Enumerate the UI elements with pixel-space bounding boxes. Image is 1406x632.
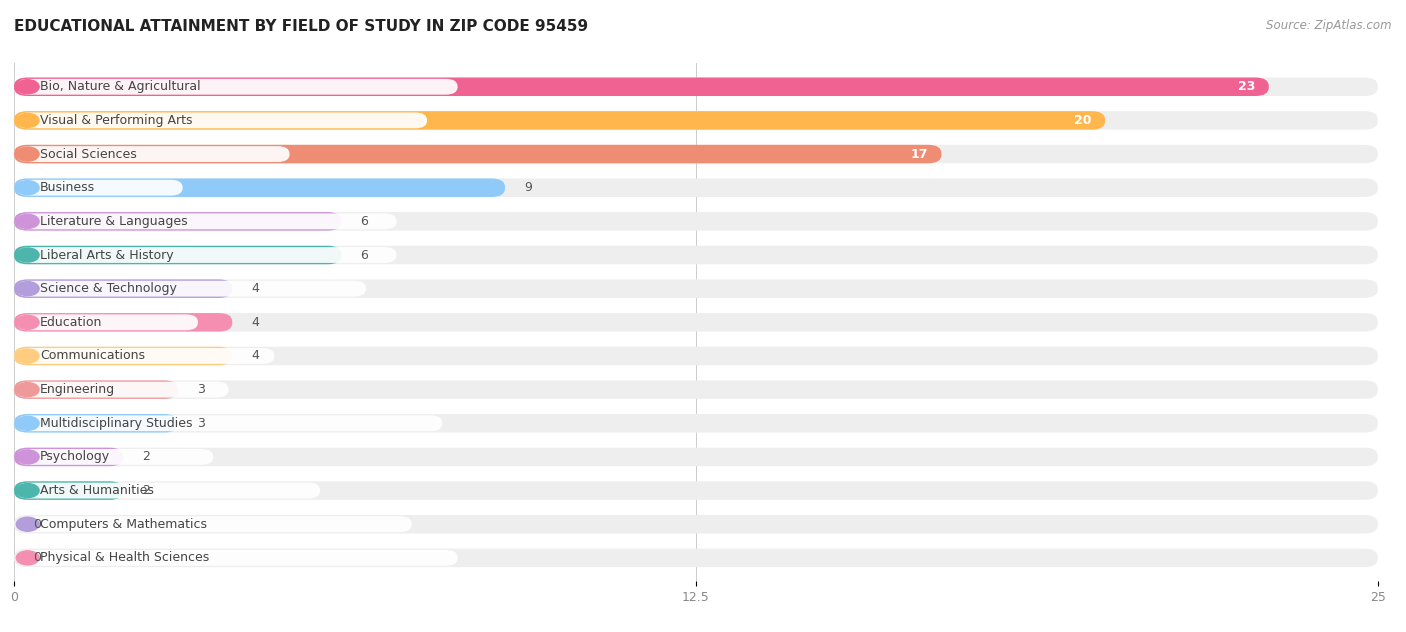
Circle shape [17, 483, 39, 497]
FancyBboxPatch shape [14, 380, 1378, 399]
FancyBboxPatch shape [17, 214, 396, 229]
Text: 4: 4 [252, 349, 259, 363]
Circle shape [17, 382, 39, 397]
FancyBboxPatch shape [14, 313, 1378, 332]
Text: 0: 0 [34, 551, 41, 564]
FancyBboxPatch shape [14, 482, 124, 500]
FancyBboxPatch shape [14, 515, 1378, 533]
FancyBboxPatch shape [14, 145, 1378, 163]
FancyBboxPatch shape [14, 380, 177, 399]
Text: Social Sciences: Social Sciences [41, 147, 136, 161]
FancyBboxPatch shape [17, 382, 228, 398]
Text: 4: 4 [252, 316, 259, 329]
Text: Bio, Nature & Agricultural: Bio, Nature & Agricultural [41, 80, 201, 94]
FancyBboxPatch shape [14, 549, 1378, 567]
Circle shape [17, 315, 39, 329]
Circle shape [17, 349, 39, 363]
Text: 9: 9 [524, 181, 531, 194]
FancyBboxPatch shape [14, 347, 232, 365]
Circle shape [17, 113, 39, 128]
Text: 3: 3 [197, 383, 205, 396]
Text: 0: 0 [34, 518, 41, 531]
Text: Source: ZipAtlas.com: Source: ZipAtlas.com [1267, 19, 1392, 32]
FancyBboxPatch shape [14, 279, 232, 298]
Text: Engineering: Engineering [41, 383, 115, 396]
FancyBboxPatch shape [14, 212, 342, 231]
Circle shape [17, 282, 39, 296]
Text: Arts & Humanities: Arts & Humanities [41, 484, 155, 497]
Text: 6: 6 [360, 215, 368, 228]
FancyBboxPatch shape [17, 281, 366, 296]
Text: 17: 17 [910, 147, 928, 161]
Text: Communications: Communications [41, 349, 145, 363]
FancyBboxPatch shape [17, 146, 290, 162]
FancyBboxPatch shape [17, 314, 198, 331]
FancyBboxPatch shape [17, 516, 412, 532]
FancyBboxPatch shape [14, 111, 1105, 130]
FancyBboxPatch shape [14, 246, 1378, 264]
FancyBboxPatch shape [14, 482, 1378, 500]
FancyBboxPatch shape [14, 447, 1378, 466]
Text: Visual & Performing Arts: Visual & Performing Arts [41, 114, 193, 127]
Text: Business: Business [41, 181, 96, 194]
Circle shape [17, 450, 39, 464]
Circle shape [17, 80, 39, 94]
FancyBboxPatch shape [14, 78, 1268, 96]
Text: 2: 2 [142, 484, 150, 497]
FancyBboxPatch shape [17, 247, 396, 263]
FancyBboxPatch shape [17, 348, 274, 364]
Text: EDUCATIONAL ATTAINMENT BY FIELD OF STUDY IN ZIP CODE 95459: EDUCATIONAL ATTAINMENT BY FIELD OF STUDY… [14, 19, 588, 34]
FancyBboxPatch shape [17, 483, 321, 499]
FancyBboxPatch shape [14, 111, 1378, 130]
Circle shape [17, 551, 39, 565]
Text: 6: 6 [360, 248, 368, 262]
Text: Physical & Health Sciences: Physical & Health Sciences [41, 551, 209, 564]
FancyBboxPatch shape [17, 550, 457, 566]
FancyBboxPatch shape [14, 178, 1378, 197]
Text: 3: 3 [197, 416, 205, 430]
FancyBboxPatch shape [17, 449, 214, 465]
Text: 20: 20 [1074, 114, 1091, 127]
Text: Computers & Mathematics: Computers & Mathematics [41, 518, 207, 531]
Circle shape [17, 214, 39, 228]
Circle shape [17, 147, 39, 161]
Circle shape [17, 416, 39, 430]
FancyBboxPatch shape [17, 415, 443, 431]
FancyBboxPatch shape [14, 178, 505, 197]
Text: 4: 4 [252, 282, 259, 295]
FancyBboxPatch shape [14, 447, 124, 466]
Text: 2: 2 [142, 451, 150, 463]
Text: Multidisciplinary Studies: Multidisciplinary Studies [41, 416, 193, 430]
Circle shape [17, 248, 39, 262]
Text: 23: 23 [1237, 80, 1256, 94]
Text: Science & Technology: Science & Technology [41, 282, 177, 295]
FancyBboxPatch shape [17, 79, 457, 95]
Circle shape [17, 517, 39, 532]
FancyBboxPatch shape [14, 347, 1378, 365]
Text: Education: Education [41, 316, 103, 329]
FancyBboxPatch shape [14, 246, 342, 264]
FancyBboxPatch shape [17, 179, 183, 196]
FancyBboxPatch shape [14, 414, 1378, 432]
Text: Literature & Languages: Literature & Languages [41, 215, 188, 228]
FancyBboxPatch shape [14, 212, 1378, 231]
FancyBboxPatch shape [14, 313, 232, 332]
FancyBboxPatch shape [14, 78, 1378, 96]
Circle shape [17, 181, 39, 195]
FancyBboxPatch shape [14, 279, 1378, 298]
FancyBboxPatch shape [14, 145, 942, 163]
Text: Psychology: Psychology [41, 451, 110, 463]
FancyBboxPatch shape [14, 414, 177, 432]
Text: Liberal Arts & History: Liberal Arts & History [41, 248, 174, 262]
FancyBboxPatch shape [17, 112, 427, 128]
